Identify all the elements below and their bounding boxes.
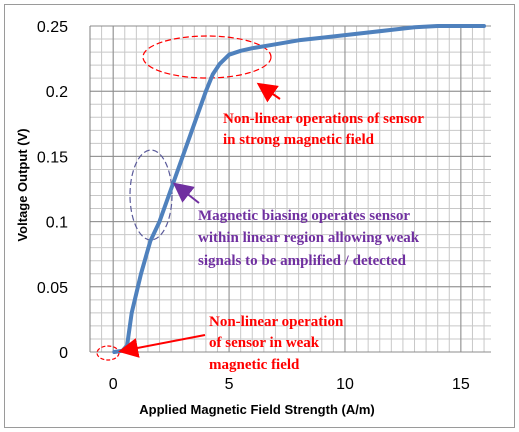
series-layer bbox=[112, 24, 486, 354]
series-line-0 bbox=[112, 24, 486, 354]
strong-field-note-line-1: Non-linear operations of sensor bbox=[223, 111, 424, 127]
x-tick-label: 5 bbox=[225, 376, 234, 393]
weak-field-arrow bbox=[118, 334, 206, 358]
y-tick-label: 0.05 bbox=[37, 280, 68, 297]
y-tick-label: 0.25 bbox=[37, 19, 68, 36]
y-tick-label: 0.15 bbox=[37, 149, 68, 166]
x-tick-label: 15 bbox=[452, 376, 470, 393]
y-axis-label: Voltage Output (V) bbox=[15, 128, 30, 241]
linear-region-ellipse bbox=[129, 149, 173, 241]
x-tick-label: 10 bbox=[336, 376, 354, 393]
y-tick-label: 0 bbox=[59, 345, 68, 362]
x-axis-label: Applied Magnetic Field Strength (A/m) bbox=[139, 402, 374, 417]
linear-region-note-line-1: Magnetic biasing operates sensor bbox=[198, 208, 410, 224]
linear-region-note-line-3: signals to be amplified / detected bbox=[198, 253, 407, 269]
weak-field-note-line-1: Non-linear operation bbox=[209, 314, 344, 330]
strong-field-note: Non-linear operations of sensor in stron… bbox=[223, 111, 427, 148]
linear-region-note: Magnetic biasing operates sensor within … bbox=[198, 208, 423, 269]
x-tick-label: 0 bbox=[109, 376, 118, 393]
axes: 0 0.05 0.1 0.15 0.2 0.25 0 5 10 15 bbox=[37, 19, 470, 393]
y-tick-label: 0.2 bbox=[46, 84, 68, 101]
weak-field-note-line-2: of sensor in weak bbox=[209, 335, 320, 351]
chart-frame: 0 0.05 0.1 0.15 0.2 0.25 0 5 10 15 Non-linear ope… bbox=[4, 4, 515, 428]
strong-field-arrow bbox=[256, 82, 281, 103]
weak-field-note-line-3: magnetic field bbox=[209, 357, 300, 373]
line-chart: 0 0.05 0.1 0.15 0.2 0.25 0 5 10 15 Non-linear ope… bbox=[15, 19, 491, 417]
strong-field-note-line-2: in strong magnetic field bbox=[223, 132, 375, 148]
y-tick-label: 0.1 bbox=[46, 215, 68, 232]
linear-region-note-line-2: within linear region allowing weak bbox=[198, 230, 420, 246]
strong-field-ellipse bbox=[142, 35, 272, 79]
linear-region-arrow bbox=[172, 182, 200, 204]
grid bbox=[89, 25, 491, 353]
weak-field-note: Non-linear operation of sensor in weak m… bbox=[209, 314, 347, 373]
